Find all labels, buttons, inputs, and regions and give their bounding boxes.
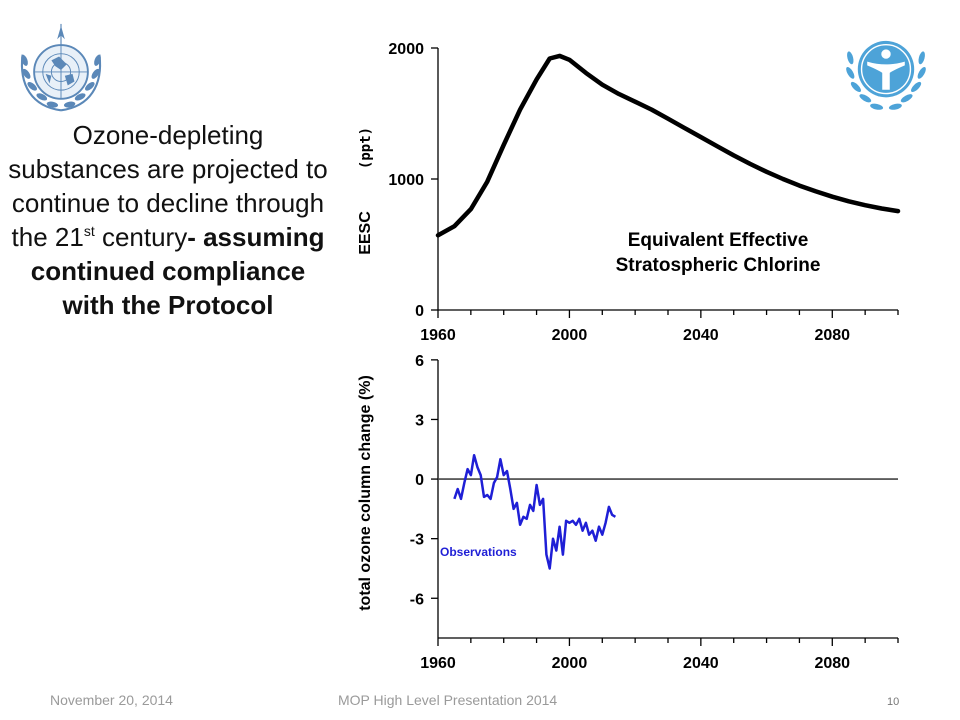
ozone-y-tick-label: 3: [415, 412, 424, 429]
headline-text: Ozone-depleting substances are projected…: [8, 120, 328, 252]
eesc-y-unit: (ppt): [358, 127, 374, 169]
slide-headline: Ozone-depleting substances are projected…: [8, 118, 328, 322]
eesc-y-tick-label: 0: [415, 303, 424, 320]
ozone-panel: -6 -3 0 3 6 1960 2000 2040 2080 total ozone col…: [357, 353, 899, 672]
footer-date: November 20, 2014: [50, 692, 173, 708]
ozone-x-tick-label: 2080: [814, 655, 850, 672]
ozone-y-tick-label: 0: [415, 472, 424, 489]
ozone-y-tick-label: 6: [415, 353, 424, 370]
ozone-charts: 0 1000 2000 1960 2000 2040 2080 EESC (ppt) Eq…: [357, 41, 901, 672]
eesc-panel: 0 1000 2000 1960 2000 2040 2080 EESC (ppt) Eq…: [357, 41, 901, 344]
eesc-x-tick-label: 1960: [420, 327, 456, 344]
ozone-x-tick-label: 2000: [552, 655, 588, 672]
ozone-observations-line: [453, 453, 617, 570]
unep-logo-icon: [846, 40, 926, 110]
ozone-series-label: Observations: [440, 545, 517, 559]
headline-text-continued: century: [94, 222, 188, 252]
eesc-series-line: [435, 53, 901, 238]
eesc-x-tick-label: 2000: [552, 327, 588, 344]
eesc-y-label: EESC: [357, 211, 374, 255]
ozone-y-tick-label: -3: [410, 532, 424, 549]
eesc-x-tick-label: 2080: [814, 327, 850, 344]
eesc-x-tick-label: 2040: [683, 327, 719, 344]
eesc-y-tick-label: 2000: [388, 41, 424, 58]
eesc-annotation-line2: Stratospheric Chlorine: [616, 255, 821, 276]
footer-title: MOP High Level Presentation 2014: [338, 692, 558, 708]
wmo-logo-icon: [20, 23, 102, 112]
headline-bold-text: - assuming continued compliance with the…: [30, 222, 325, 320]
eesc-annotation-line1: Equivalent Effective: [628, 230, 809, 251]
page-number: 10: [887, 696, 900, 708]
ozone-y-label: total ozone column change (%): [357, 375, 374, 611]
ozone-y-tick-label: -6: [410, 591, 424, 608]
eesc-y-tick-label: 1000: [388, 172, 424, 189]
headline-superscript: st: [83, 223, 95, 239]
ozone-x-tick-label: 1960: [420, 655, 456, 672]
ozone-x-tick-label: 2040: [683, 655, 719, 672]
